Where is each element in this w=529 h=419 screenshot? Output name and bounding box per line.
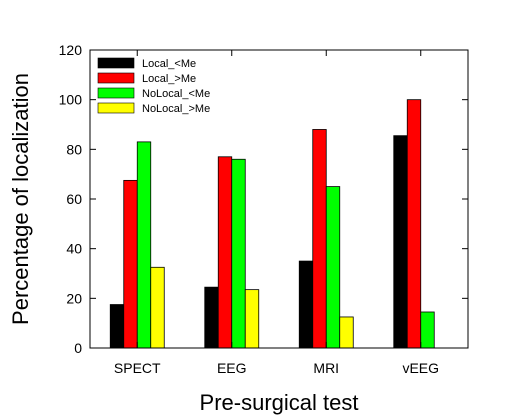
legend-label: Local_<Me bbox=[142, 58, 196, 70]
bars-layer bbox=[109, 99, 435, 349]
legend-swatch bbox=[97, 102, 135, 114]
y-tick-label: 60 bbox=[66, 191, 82, 207]
x-tick-label: EEG bbox=[217, 360, 247, 376]
x-tick-label: SPECT bbox=[114, 360, 161, 376]
legend-label: NoLocal_<Me bbox=[142, 88, 210, 100]
bar bbox=[204, 286, 219, 349]
y-tick-label: 0 bbox=[74, 340, 82, 356]
y-axis-ticks: 0 20 40 60 80 100 120 bbox=[59, 42, 468, 356]
y-tick-label: 80 bbox=[66, 141, 82, 157]
bar bbox=[231, 158, 246, 349]
bar bbox=[406, 99, 422, 349]
y-tick-label: 40 bbox=[66, 241, 82, 257]
bar bbox=[244, 289, 260, 349]
bar bbox=[339, 316, 354, 349]
y-axis-title: Percentage of localization bbox=[8, 73, 33, 325]
bar bbox=[298, 260, 314, 349]
x-axis-title: Pre-surgical test bbox=[200, 390, 359, 415]
bar bbox=[393, 135, 408, 349]
x-tick-label: MRI bbox=[313, 360, 339, 376]
bar bbox=[420, 311, 435, 349]
x-axis-ticks: SPECT EEG MRI vEEG bbox=[114, 50, 439, 376]
bar bbox=[150, 266, 165, 349]
legend-swatch bbox=[97, 87, 135, 99]
bar bbox=[136, 141, 152, 349]
y-tick-label: 20 bbox=[66, 290, 82, 306]
y-tick-label: 120 bbox=[59, 42, 83, 58]
legend-label: Local_>Me bbox=[142, 73, 196, 85]
y-tick-label: 100 bbox=[59, 92, 83, 108]
legend-label: NoLocal_>Me bbox=[142, 103, 210, 115]
bar bbox=[109, 304, 125, 349]
bar bbox=[123, 179, 138, 349]
legend-swatch bbox=[97, 72, 135, 84]
bar bbox=[217, 156, 233, 349]
legend-swatch bbox=[97, 57, 135, 69]
x-tick-label: vEEG bbox=[402, 360, 439, 376]
bar bbox=[312, 129, 327, 349]
bar bbox=[325, 186, 341, 349]
legend: Local_<Me Local_>Me NoLocal_<Me NoLocal_>Me bbox=[97, 57, 210, 115]
